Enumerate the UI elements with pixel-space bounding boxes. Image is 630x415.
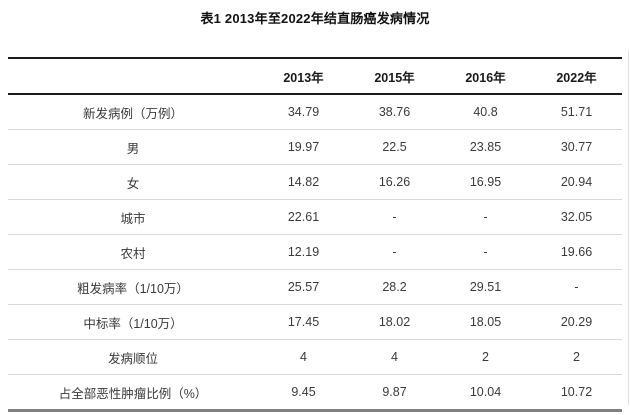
value-cell: 9.87: [349, 374, 440, 411]
table-header: 2013年 2015年 2016年 2022年: [8, 58, 622, 95]
row-label: 中标率（1/10万）: [8, 304, 258, 340]
table-row: 农村 12.19- -19.66: [8, 234, 622, 270]
row-label: 新发病例（万例）: [82, 106, 183, 121]
value-cell: 19.66: [531, 234, 622, 270]
value-cell: 4: [258, 339, 349, 375]
value-cell: 23.85: [440, 129, 531, 165]
value-cell: 16.95: [440, 164, 531, 200]
table-row: 城市 22.61- -32.05: [8, 199, 622, 235]
table-row: 中标率（1/10万） 17.45 18.02 18.05 20.29: [8, 304, 622, 340]
value-cell: -: [531, 269, 622, 305]
value-cell: 9.45: [258, 374, 349, 411]
value-cell: 25.57: [258, 269, 349, 305]
row-label: 占全部恶性肿瘤比例（%）: [8, 374, 258, 411]
data-table: 2013年 2015年 2016年 2022年 新发病例（万例） 34.79 38.76 4…: [8, 57, 622, 412]
header-cell-year: 2022年: [531, 58, 622, 95]
value-cell: 18.02: [349, 304, 440, 340]
table-row: 男 19.97 22.5 23.85 30.77: [8, 129, 622, 165]
value-cell: -: [349, 234, 440, 270]
value-cell: 20.94: [531, 164, 622, 200]
row-label: 女: [8, 164, 258, 200]
value-cell: 16.26: [349, 164, 440, 200]
value-cell: 30.77: [531, 129, 622, 165]
value-cell: 40.8: [473, 105, 498, 119]
table-row: 粗发病率（1/10万） 25.57 28.2 29.51-: [8, 269, 622, 305]
row-label: 发病顺位: [8, 339, 258, 375]
header-row: 2013年 2015年 2016年 2022年: [8, 58, 622, 95]
value-cell: 38.76: [378, 105, 411, 119]
row-label: 男: [8, 129, 258, 165]
value-cell: 51.71: [560, 105, 593, 119]
table-row: 新发病例（万例） 34.79 38.76 40.8 51.71: [8, 94, 622, 130]
row-label: 城市: [8, 199, 258, 235]
value-cell: 19.97: [258, 129, 349, 165]
value-cell: 14.82: [258, 164, 349, 200]
table-row: 发病顺位 4 4 2 2: [8, 339, 622, 375]
value-cell: 18.05: [440, 304, 531, 340]
value-cell: 17.45: [258, 304, 349, 340]
table-body: 新发病例（万例） 34.79 38.76 40.8 51.71 男 19.97 22.5 23.…: [8, 94, 622, 411]
value-cell: 32.05: [531, 199, 622, 235]
value-cell: 22.5: [349, 129, 440, 165]
header-cell-year: 2013年: [258, 58, 349, 95]
value-cell: 2: [440, 339, 531, 375]
table-row: 占全部恶性肿瘤比例（%） 9.45 9.87 10.04 10.72: [8, 374, 622, 411]
value-cell: 28.2: [349, 269, 440, 305]
table-title: 表1 2013年至2022年结直肠癌发病情况: [200, 11, 430, 26]
value-cell: 10.72: [531, 374, 622, 411]
header-cell-year: 2015年: [349, 58, 440, 95]
row-label: 粗发病率（1/10万）: [8, 269, 258, 305]
value-cell: -: [440, 199, 531, 235]
header-cell-year: 2016年: [440, 58, 531, 95]
value-cell: 20.29: [531, 304, 622, 340]
value-cell: -: [349, 199, 440, 235]
value-cell: 12.19: [258, 234, 349, 270]
value-cell: 29.51: [440, 269, 531, 305]
row-label: 农村: [8, 234, 258, 270]
table-row: 女 14.82 16.26 16.95 20.94: [8, 164, 622, 200]
header-cell-empty: [8, 58, 258, 95]
value-cell: 22.61: [258, 199, 349, 235]
value-cell: 4: [349, 339, 440, 375]
value-cell: 2: [531, 339, 622, 375]
value-cell: 10.04: [440, 374, 531, 411]
value-cell: 34.79: [287, 105, 320, 119]
value-cell: -: [440, 234, 531, 270]
